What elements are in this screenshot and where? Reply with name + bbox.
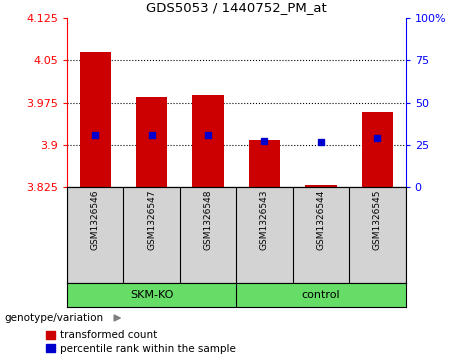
Bar: [136, 97, 167, 187]
Bar: [236, 283, 406, 307]
Text: GSM1326546: GSM1326546: [90, 190, 100, 250]
Bar: [306, 185, 337, 187]
Text: SKM-KO: SKM-KO: [130, 290, 173, 300]
Text: GSM1326544: GSM1326544: [316, 190, 325, 250]
Text: GSM1326543: GSM1326543: [260, 190, 269, 250]
Text: genotype/variation: genotype/variation: [5, 313, 104, 323]
Bar: [193, 95, 224, 187]
Bar: [249, 140, 280, 187]
Bar: [362, 112, 393, 187]
Text: control: control: [301, 290, 340, 300]
Title: GDS5053 / 1440752_PM_at: GDS5053 / 1440752_PM_at: [146, 1, 327, 14]
Text: GSM1326547: GSM1326547: [147, 190, 156, 250]
Legend: transformed count, percentile rank within the sample: transformed count, percentile rank withi…: [42, 326, 240, 358]
Bar: [67, 283, 236, 307]
Text: GSM1326548: GSM1326548: [203, 190, 213, 250]
Text: GSM1326545: GSM1326545: [373, 190, 382, 250]
Bar: [80, 52, 111, 187]
